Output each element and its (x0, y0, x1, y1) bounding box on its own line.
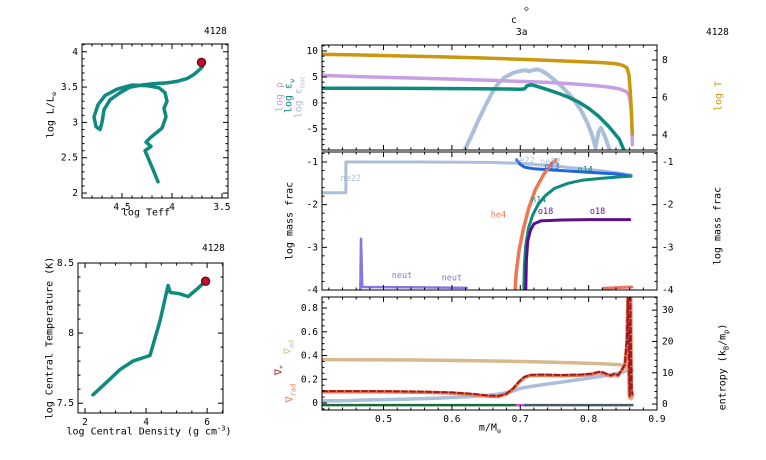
svg-text:ne22: ne22 (340, 174, 360, 184)
svg-text:8: 8 (662, 55, 668, 66)
svg-text:6: 6 (204, 417, 210, 428)
svg-text:4: 4 (662, 130, 668, 141)
profiles-model-number: 4128 (706, 27, 729, 38)
svg-text:2.5: 2.5 (61, 153, 78, 164)
svg-text:4: 4 (72, 47, 78, 58)
svg-text:0.6: 0.6 (443, 414, 460, 425)
tc-model-number: 4128 (202, 243, 225, 254)
svg-text:neut: neut (392, 271, 412, 281)
svg-text:-2: -2 (307, 200, 318, 211)
svg-text:-3: -3 (662, 242, 673, 253)
svg-text:ne22: ne22 (540, 158, 560, 168)
svg-text:o18: o18 (538, 207, 553, 217)
svg-text:6: 6 (662, 93, 668, 104)
svg-text:7.5: 7.5 (57, 398, 74, 409)
burn-label-c: c (511, 15, 517, 26)
svg-text:30: 30 (662, 305, 674, 316)
svg-text:-5: -5 (307, 124, 318, 135)
svg-text:10: 10 (307, 46, 319, 57)
hr-x-axis-label: log Teff (121, 207, 171, 219)
svg-text:4: 4 (169, 202, 175, 213)
hr-model-number: 4128 (204, 26, 227, 37)
svg-text:3.5: 3.5 (61, 82, 78, 93)
svg-text:-3: -3 (307, 242, 318, 253)
svg-text:0: 0 (662, 399, 668, 410)
svg-text:neut: neut (442, 274, 462, 284)
svg-text:-2: -2 (662, 200, 673, 211)
svg-text:0: 0 (312, 398, 318, 409)
log-eps-nuc-axis-label: log εnuc (293, 75, 307, 119)
burn-mark-diamond-icon: ◇ (524, 4, 529, 13)
mass-x-axis-label: m/M⊙ (478, 422, 502, 436)
grad-rad-axis-label: ∇rad (284, 383, 298, 403)
svg-text:8.5: 8.5 (57, 258, 74, 269)
svg-text:0.9: 0.9 (648, 414, 665, 425)
svg-text:-1: -1 (307, 157, 319, 168)
svg-text:0: 0 (312, 98, 318, 109)
svg-text:0.2: 0.2 (301, 374, 318, 385)
svg-text:2: 2 (82, 417, 88, 428)
svg-text:o18: o18 (590, 207, 605, 217)
grad-star-axis-label: ∇* (273, 364, 287, 376)
svg-text:0.8: 0.8 (301, 303, 318, 314)
grad-ad-axis-label: ∇ad (282, 339, 296, 355)
hr-y-axis-label: log L/L⊙ (45, 91, 59, 139)
svg-text:4.5: 4.5 (113, 202, 130, 213)
svg-text:-1: -1 (662, 157, 674, 168)
svg-text:ne22: ne22 (514, 156, 534, 166)
svg-text:n14: n14 (531, 196, 546, 206)
svg-text:0.6: 0.6 (301, 327, 318, 338)
log-t-axis-label: log T (713, 80, 725, 112)
svg-text:-4: -4 (662, 285, 674, 296)
svg-text:8: 8 (68, 328, 74, 339)
svg-text:0.8: 0.8 (580, 414, 597, 425)
svg-text:0.7: 0.7 (512, 414, 529, 425)
svg-text:0.4: 0.4 (301, 351, 318, 362)
svg-text:4: 4 (143, 417, 149, 428)
burn-label-3a: 3a (516, 27, 528, 38)
svg-text:0.5: 0.5 (375, 414, 392, 425)
svg-text:5: 5 (312, 72, 318, 83)
svg-text:he4: he4 (491, 210, 506, 220)
svg-text:-4: -4 (307, 285, 319, 296)
svg-text:2: 2 (72, 188, 78, 199)
svg-text:10: 10 (662, 368, 674, 379)
svg-text:c13: c13 (544, 162, 559, 172)
svg-text:20: 20 (662, 336, 674, 347)
svg-text:3: 3 (72, 117, 78, 128)
mass-frac-right-axis-label: log mass frac (712, 186, 724, 266)
tc-x-axis-label: log Central Density (g cm-3) (66, 424, 232, 438)
entropy-axis-label: entropy (kB/mp) (717, 323, 731, 411)
tc-y-axis-label: log Central Temperature (K) (44, 256, 56, 420)
svg-text:n14: n14 (578, 166, 593, 176)
mass-frac-left-axis-label: log mass frac (284, 181, 296, 261)
svg-text:3.5: 3.5 (213, 202, 230, 213)
